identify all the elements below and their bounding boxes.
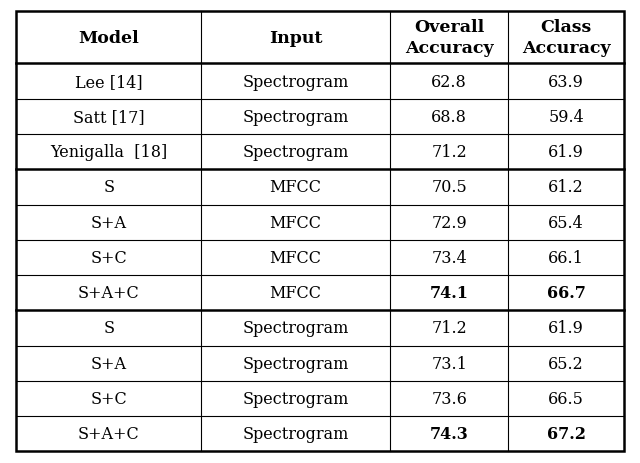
Text: Spectrogram: Spectrogram	[243, 74, 349, 90]
Text: 63.9: 63.9	[548, 74, 584, 90]
Text: S: S	[103, 179, 114, 196]
Text: 67.2: 67.2	[547, 425, 586, 442]
Text: S+A+C: S+A+C	[78, 425, 140, 442]
Text: 73.6: 73.6	[431, 390, 467, 407]
Text: 74.3: 74.3	[430, 425, 468, 442]
Text: Spectrogram: Spectrogram	[243, 109, 349, 125]
Text: 61.9: 61.9	[548, 320, 584, 337]
Text: Overall
Accuracy: Overall Accuracy	[405, 19, 493, 57]
Text: MFCC: MFCC	[269, 214, 322, 231]
Text: Class
Accuracy: Class Accuracy	[522, 19, 611, 57]
Text: 73.1: 73.1	[431, 355, 467, 372]
Text: Spectrogram: Spectrogram	[243, 390, 349, 407]
Text: S+A: S+A	[91, 355, 127, 372]
Text: 68.8: 68.8	[431, 109, 467, 125]
Text: Yenigalla  [18]: Yenigalla [18]	[50, 144, 167, 161]
Text: Spectrogram: Spectrogram	[243, 144, 349, 161]
Text: 72.9: 72.9	[431, 214, 467, 231]
Text: Spectrogram: Spectrogram	[243, 320, 349, 337]
Text: S+C: S+C	[90, 250, 127, 266]
Text: S+C: S+C	[90, 390, 127, 407]
Text: 73.4: 73.4	[431, 250, 467, 266]
Text: 65.4: 65.4	[548, 214, 584, 231]
Text: 66.1: 66.1	[548, 250, 584, 266]
Text: MFCC: MFCC	[269, 179, 322, 196]
Text: Spectrogram: Spectrogram	[243, 355, 349, 372]
Text: S: S	[103, 320, 114, 337]
Text: 74.1: 74.1	[429, 285, 468, 301]
Text: 61.9: 61.9	[548, 144, 584, 161]
Text: Model: Model	[78, 30, 139, 46]
Text: 65.2: 65.2	[548, 355, 584, 372]
Text: 62.8: 62.8	[431, 74, 467, 90]
Text: Spectrogram: Spectrogram	[243, 425, 349, 442]
Text: 66.5: 66.5	[548, 390, 584, 407]
Text: Satt [17]: Satt [17]	[73, 109, 145, 125]
Text: 66.7: 66.7	[547, 285, 586, 301]
Text: 71.2: 71.2	[431, 320, 467, 337]
Text: 61.2: 61.2	[548, 179, 584, 196]
Text: Input: Input	[269, 30, 323, 46]
Text: 59.4: 59.4	[548, 109, 584, 125]
Text: 71.2: 71.2	[431, 144, 467, 161]
Text: MFCC: MFCC	[269, 250, 322, 266]
Text: S+A: S+A	[91, 214, 127, 231]
Text: Lee [14]: Lee [14]	[75, 74, 143, 90]
Text: S+A+C: S+A+C	[78, 285, 140, 301]
Text: 70.5: 70.5	[431, 179, 467, 196]
Text: MFCC: MFCC	[269, 285, 322, 301]
